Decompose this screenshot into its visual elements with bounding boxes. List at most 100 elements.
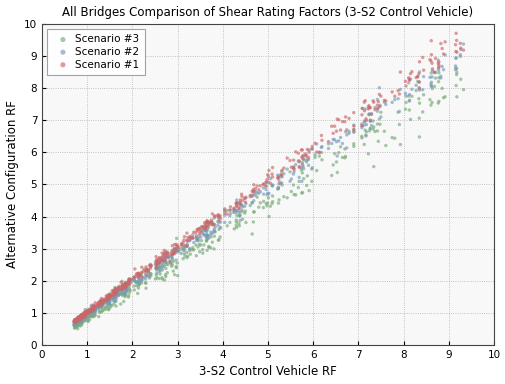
Scenario #3 (151, 276, 159, 282)
Scenario #3 (198, 247, 206, 253)
Scenario #2 (90, 310, 98, 316)
Scenario #3 (366, 118, 374, 124)
Scenario #2 (89, 306, 97, 313)
Scenario #3 (81, 315, 89, 321)
Scenario #3 (81, 311, 89, 317)
Scenario #2 (77, 313, 85, 319)
Scenario #2 (111, 293, 119, 299)
Scenario #1 (273, 175, 281, 181)
Scenario #2 (215, 219, 223, 225)
Scenario #3 (76, 314, 84, 321)
Scenario #3 (76, 317, 84, 323)
Scenario #2 (170, 246, 178, 252)
Scenario #1 (294, 150, 302, 156)
Scenario #3 (169, 268, 177, 274)
Scenario #1 (170, 242, 178, 248)
Scenario #1 (122, 284, 130, 290)
Scenario #2 (180, 245, 188, 252)
Scenario #2 (459, 41, 467, 47)
Scenario #3 (104, 300, 112, 306)
Scenario #3 (251, 192, 259, 199)
Scenario #3 (436, 73, 444, 79)
Scenario #1 (71, 318, 79, 324)
Scenario #2 (232, 208, 240, 214)
Scenario #3 (94, 302, 103, 308)
Scenario #3 (121, 291, 129, 298)
Scenario #2 (225, 213, 233, 219)
Scenario #3 (114, 284, 122, 290)
Scenario #1 (94, 301, 103, 307)
Scenario #2 (307, 166, 315, 172)
Scenario #2 (74, 319, 82, 326)
Scenario #2 (237, 207, 245, 213)
Scenario #1 (87, 306, 95, 312)
Scenario #2 (189, 240, 197, 246)
Scenario #3 (105, 301, 113, 307)
Scenario #3 (153, 262, 161, 268)
Scenario #3 (172, 263, 180, 270)
Scenario #2 (395, 86, 403, 93)
Scenario #3 (349, 126, 357, 132)
Scenario #2 (216, 224, 224, 230)
Scenario #2 (450, 63, 459, 69)
Scenario #2 (71, 318, 79, 324)
Scenario #1 (94, 299, 103, 305)
Scenario #1 (291, 149, 299, 155)
Scenario #2 (146, 263, 155, 269)
Scenario #1 (427, 60, 435, 66)
Scenario #3 (73, 320, 81, 326)
Scenario #3 (155, 275, 163, 281)
Scenario #2 (172, 247, 180, 253)
Scenario #1 (174, 245, 182, 251)
Scenario #2 (311, 152, 319, 158)
Scenario #3 (276, 180, 284, 187)
Scenario #2 (152, 261, 160, 267)
Scenario #3 (211, 228, 219, 235)
Scenario #1 (90, 306, 98, 313)
Scenario #1 (80, 310, 88, 316)
Scenario #1 (71, 319, 79, 325)
Scenario #1 (89, 305, 97, 311)
Scenario #2 (120, 286, 128, 292)
Scenario #3 (168, 257, 176, 263)
Scenario #3 (79, 316, 87, 322)
Scenario #1 (181, 242, 189, 248)
Scenario #2 (390, 96, 398, 103)
Scenario #1 (117, 285, 125, 291)
Scenario #1 (251, 185, 259, 192)
Scenario #1 (311, 140, 319, 146)
Scenario #3 (200, 232, 208, 238)
Scenario #1 (115, 286, 123, 292)
Scenario #2 (110, 295, 118, 301)
Scenario #1 (329, 130, 337, 136)
Scenario #1 (155, 255, 163, 261)
Scenario #2 (430, 70, 438, 76)
Scenario #1 (115, 285, 123, 291)
Scenario #2 (373, 108, 381, 114)
Scenario #1 (81, 310, 89, 316)
Scenario #1 (109, 290, 117, 296)
Scenario #2 (115, 288, 123, 295)
Scenario #2 (119, 281, 127, 288)
Scenario #3 (245, 202, 254, 209)
Scenario #3 (157, 260, 165, 266)
Scenario #1 (75, 314, 83, 321)
Scenario #1 (138, 274, 146, 280)
Scenario #1 (113, 288, 121, 294)
Scenario #3 (202, 238, 210, 244)
Scenario #3 (141, 280, 149, 286)
Scenario #3 (77, 314, 85, 320)
Scenario #3 (302, 182, 310, 189)
Scenario #2 (125, 286, 133, 292)
Scenario #3 (117, 301, 125, 307)
Scenario #2 (88, 306, 96, 312)
Scenario #2 (360, 122, 368, 128)
Scenario #1 (124, 278, 132, 285)
Scenario #3 (102, 304, 110, 310)
Scenario #2 (155, 264, 163, 270)
Scenario #1 (95, 300, 103, 306)
Scenario #2 (158, 254, 166, 260)
Scenario #3 (415, 100, 423, 106)
Scenario #1 (76, 313, 84, 319)
Scenario #2 (72, 318, 80, 324)
